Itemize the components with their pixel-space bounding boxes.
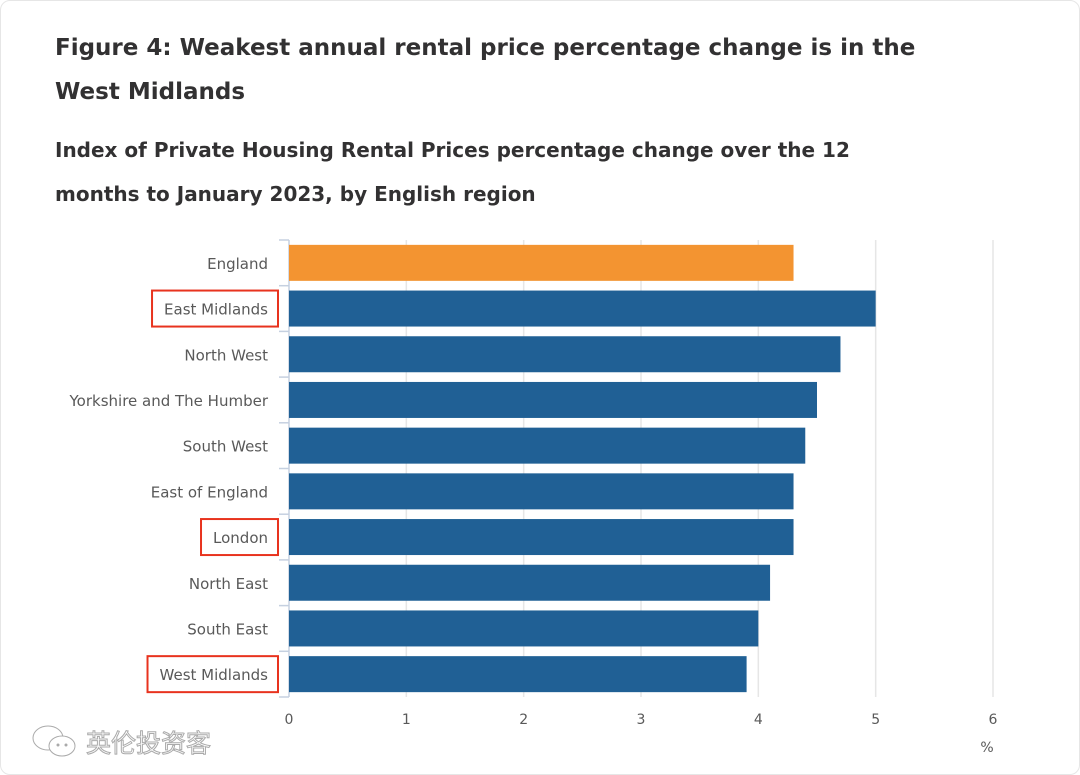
x-tick-label: 1 <box>402 712 411 728</box>
category-label: South West <box>183 438 268 456</box>
bar <box>289 564 771 601</box>
bar <box>289 519 794 556</box>
bar <box>289 610 759 647</box>
x-tick-label: 5 <box>871 712 880 728</box>
figure-subtitle: Index of Private Housing Rental Prices p… <box>55 138 850 206</box>
watermark-text: 英伦投资客 <box>85 729 212 759</box>
x-tick-label: 2 <box>519 712 528 728</box>
x-tick-label: 3 <box>637 712 646 728</box>
category-label: England <box>207 255 268 273</box>
highlight-box <box>151 289 279 328</box>
highlight-box <box>146 655 279 694</box>
wechat-icon <box>32 725 76 757</box>
category-label: North East <box>189 575 268 593</box>
bar <box>289 656 747 693</box>
bar <box>289 244 794 281</box>
highlight-box <box>200 518 279 557</box>
category-label: West Midlands <box>160 666 269 684</box>
bar <box>289 336 841 373</box>
x-tick-label: 0 <box>285 712 294 728</box>
category-label: East Midlands <box>164 301 268 319</box>
x-tick-label: 4 <box>754 712 763 728</box>
category-label: Yorkshire and The Humber <box>69 392 269 410</box>
x-tick-label: 6 <box>989 712 998 728</box>
category-label: South East <box>187 620 268 638</box>
category-label: London <box>213 529 268 547</box>
category-label: East of England <box>151 483 268 501</box>
category-label: North West <box>184 346 268 364</box>
bar <box>289 290 876 327</box>
bar <box>289 381 817 418</box>
bar <box>289 427 806 464</box>
bar <box>289 473 794 510</box>
figure-title: Figure 4: Weakest annual rental price pe… <box>55 35 916 105</box>
watermark: 英伦投资客 <box>30 722 212 762</box>
x-axis-label: % <box>980 740 993 756</box>
